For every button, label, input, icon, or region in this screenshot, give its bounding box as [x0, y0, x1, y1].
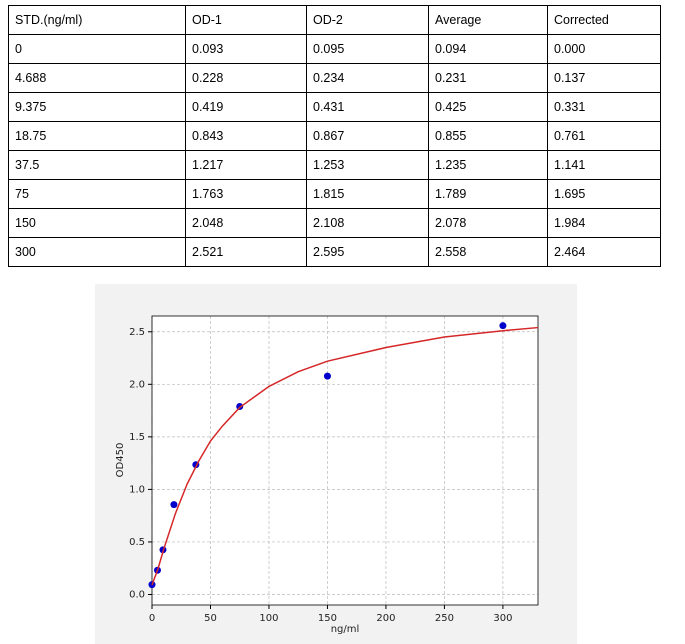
table-cell: 0.843 — [185, 121, 307, 151]
table-cell: 4.688 — [8, 63, 186, 93]
plot-area — [152, 316, 538, 605]
y-tick-label: 0.5 — [129, 537, 145, 548]
table-row: 150 2.048 2.108 2.078 1.984 — [8, 208, 661, 238]
table-cell: 1.763 — [185, 179, 307, 209]
table-row: 37.5 1.217 1.253 1.235 1.141 — [8, 150, 661, 180]
table-cell: 0.000 — [547, 34, 661, 64]
table-row: 4.688 0.228 0.234 0.231 0.137 — [8, 63, 661, 93]
table-cell: 0.331 — [547, 92, 661, 122]
table-cell: 18.75 — [8, 121, 186, 151]
data-point — [323, 372, 331, 380]
table-cell: 0.231 — [428, 63, 548, 93]
table-cell: 0.095 — [306, 34, 429, 64]
table-cell: Average — [428, 5, 548, 35]
table-cell: 0.234 — [306, 63, 429, 93]
data-point — [499, 322, 507, 330]
table-cell: 0.855 — [428, 121, 548, 151]
table-cell: 0 — [8, 34, 186, 64]
table-cell: 0.137 — [547, 63, 661, 93]
table-cell: 0.867 — [306, 121, 429, 151]
table-cell: STD.(ng/ml) — [8, 5, 186, 35]
table-cell: 1.815 — [306, 179, 429, 209]
table-cell: 2.464 — [547, 237, 661, 267]
x-axis-label: ng/ml — [331, 624, 360, 635]
table-row: 300 2.521 2.595 2.558 2.464 — [8, 237, 661, 267]
table-cell: 2.108 — [306, 208, 429, 238]
table-cell: 150 — [8, 208, 186, 238]
data-table: STD.(ng/ml) OD-1 OD-2 Average Corrected 0 0.09… — [8, 5, 661, 267]
table-cell: 1.235 — [428, 150, 548, 180]
table-row: 9.375 0.419 0.431 0.425 0.331 — [8, 92, 661, 122]
header-row: STD.(ng/ml) OD-1 OD-2 Average Corrected — [8, 5, 661, 35]
fit-curve — [151, 326, 539, 586]
table-cell: 0.419 — [185, 92, 307, 122]
x-tick-label: 50 — [204, 613, 217, 624]
table-cell: OD-1 — [185, 5, 307, 35]
table-cell: 0.228 — [185, 63, 307, 93]
table-cell: Corrected — [547, 5, 661, 35]
table-cell: 1.984 — [547, 208, 661, 238]
table-cell: 2.558 — [428, 237, 548, 267]
table-cell: 0.431 — [306, 92, 429, 122]
y-tick-label: 1.5 — [129, 432, 145, 443]
table-cell: 2.595 — [306, 237, 429, 267]
table-cell: 2.048 — [185, 208, 307, 238]
x-tick-label: 250 — [435, 613, 454, 624]
x-tick-label: 150 — [318, 613, 337, 624]
x-tick-label: 0 — [149, 613, 155, 624]
table-cell: 1.695 — [547, 179, 661, 209]
y-tick-label: 0.0 — [129, 589, 145, 600]
y-tick-label: 1.0 — [129, 484, 145, 495]
table-cell: 1.141 — [547, 150, 661, 180]
plot-frame — [151, 315, 539, 606]
table-cell: 2.078 — [428, 208, 548, 238]
table-row: 0 0.093 0.095 0.094 0.000 — [8, 34, 661, 64]
table-cell: OD-2 — [306, 5, 429, 35]
table-cell: 1.789 — [428, 179, 548, 209]
table-cell: 0.093 — [185, 34, 307, 64]
table-row: 75 1.763 1.815 1.789 1.695 — [8, 179, 661, 209]
table-cell: 37.5 — [8, 150, 186, 180]
x-tick-label: 200 — [376, 613, 395, 624]
table-cell: 0.094 — [428, 34, 548, 64]
table-cell: 1.253 — [306, 150, 429, 180]
y-axis-label: OD450 — [115, 443, 126, 478]
x-tick-label: 300 — [493, 613, 512, 624]
y-tick-label: 2.0 — [129, 379, 145, 390]
table-row: 18.75 0.843 0.867 0.855 0.761 — [8, 121, 661, 151]
table-cell: 1.217 — [185, 150, 307, 180]
table-cell: 75 — [8, 179, 186, 209]
chart: ng/ml OD450 0 50 100 150 200 250 300 0.0 0.5 1.0 1… — [95, 284, 577, 644]
table-cell: 0.761 — [547, 121, 661, 151]
table-cell: 300 — [8, 237, 186, 267]
y-tick-label: 2.5 — [129, 327, 145, 338]
x-tick-label: 100 — [259, 613, 278, 624]
table-cell: 9.375 — [8, 92, 186, 122]
table-cell: 0.425 — [428, 92, 548, 122]
table-cell: 2.521 — [185, 237, 307, 267]
data-point — [170, 501, 178, 509]
